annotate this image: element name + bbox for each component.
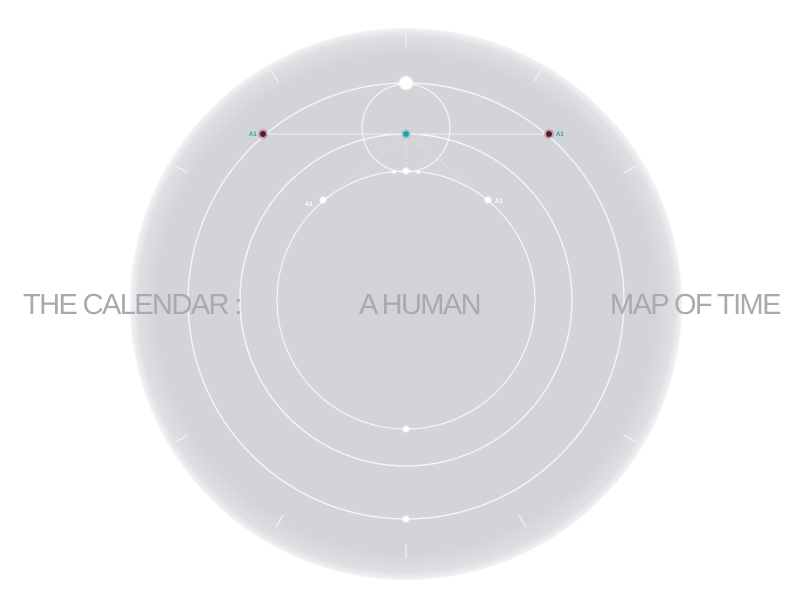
label-top-right: A1 bbox=[556, 132, 564, 138]
tick-210 bbox=[275, 514, 284, 528]
tick-30 bbox=[533, 69, 542, 83]
colored-nodes bbox=[258, 129, 554, 139]
outer-disc bbox=[130, 28, 682, 580]
left-maroon-node bbox=[260, 131, 266, 137]
tick-60 bbox=[623, 165, 637, 174]
diagonal-connector-left bbox=[322, 133, 407, 201]
tick-120 bbox=[623, 434, 637, 443]
label-inner-right: A1 bbox=[495, 199, 503, 205]
inner-right-dot bbox=[485, 197, 491, 203]
tick-330 bbox=[270, 69, 279, 83]
title-part-map-of-time: MAP OF TIME bbox=[610, 289, 781, 321]
orbit-dots bbox=[320, 76, 491, 522]
tick-300 bbox=[175, 165, 189, 174]
label-inner-left: A1 bbox=[305, 202, 313, 208]
inner-left-dot bbox=[320, 197, 326, 203]
inner-top-dot bbox=[403, 168, 409, 174]
right-maroon-node bbox=[546, 131, 552, 137]
tick-150 bbox=[518, 514, 527, 528]
diagonal-connector-right bbox=[405, 133, 489, 201]
rim-ticks bbox=[175, 33, 637, 558]
title-part-human: A HUMAN bbox=[359, 289, 482, 321]
outer-bottom-dot bbox=[403, 516, 409, 522]
title-part-calendar: THE CALENDAR : bbox=[23, 289, 242, 321]
inner-top-dot-small-left bbox=[392, 170, 396, 174]
label-top-left: A1 bbox=[249, 132, 257, 138]
middle-bottom-dot bbox=[403, 426, 409, 432]
center-teal-node bbox=[403, 131, 409, 137]
top-large-dot bbox=[399, 76, 413, 90]
inner-top-dot-small-right bbox=[416, 170, 420, 174]
tick-240 bbox=[175, 434, 189, 443]
